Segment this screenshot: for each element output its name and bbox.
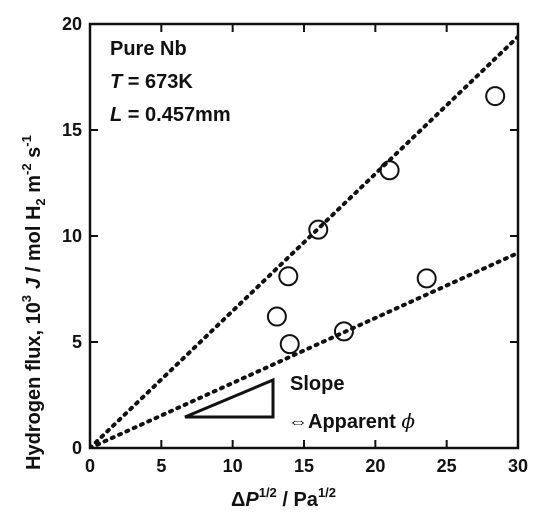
- data-point: [379, 160, 400, 181]
- x-tick-label: 15: [294, 456, 314, 476]
- y-tick-label: 20: [62, 14, 82, 34]
- x-tick-label: 5: [156, 456, 166, 476]
- data-points: [266, 86, 506, 355]
- x-tick-label: 25: [437, 456, 457, 476]
- slope-label: Slope: [290, 373, 344, 395]
- y-tick-label: 0: [72, 438, 82, 458]
- fit-line-1: [90, 34, 518, 448]
- y-tick-label: 15: [62, 120, 82, 140]
- y-tick-label: 10: [62, 226, 82, 246]
- annotation-temperature: T = 673K: [110, 71, 193, 93]
- data-point: [485, 86, 506, 107]
- data-point: [278, 266, 299, 287]
- annotation-thickness: L = 0.457mm: [110, 104, 231, 126]
- x-tick-label: 30: [508, 456, 528, 476]
- data-point: [266, 306, 287, 327]
- fit-lines: [90, 34, 518, 448]
- x-tick-label: 0: [85, 456, 95, 476]
- x-tick-label: 10: [223, 456, 243, 476]
- data-point: [308, 219, 329, 240]
- slope-apparent-phi: ⇔Apparent ϕ: [288, 409, 415, 433]
- x-tick-label: 20: [365, 456, 385, 476]
- fit-line-2: [90, 250, 518, 448]
- annotation-material: Pure Nb: [110, 38, 187, 60]
- y-axis-label: Hydrogen flux, 103J / mol H2 m-2 s-1: [19, 135, 48, 470]
- plot-frame: [88, 22, 520, 450]
- data-point: [333, 321, 354, 342]
- tick-labels: 0 5 10 15 20 25 30 0 5 10 15 20: [62, 14, 528, 476]
- y-tick-label: 5: [72, 332, 82, 352]
- slope-triangle: [184, 377, 275, 419]
- x-axis-label: ΔP1/2 / Pa1/2: [231, 485, 336, 511]
- data-point: [416, 268, 437, 289]
- data-point: [279, 334, 300, 355]
